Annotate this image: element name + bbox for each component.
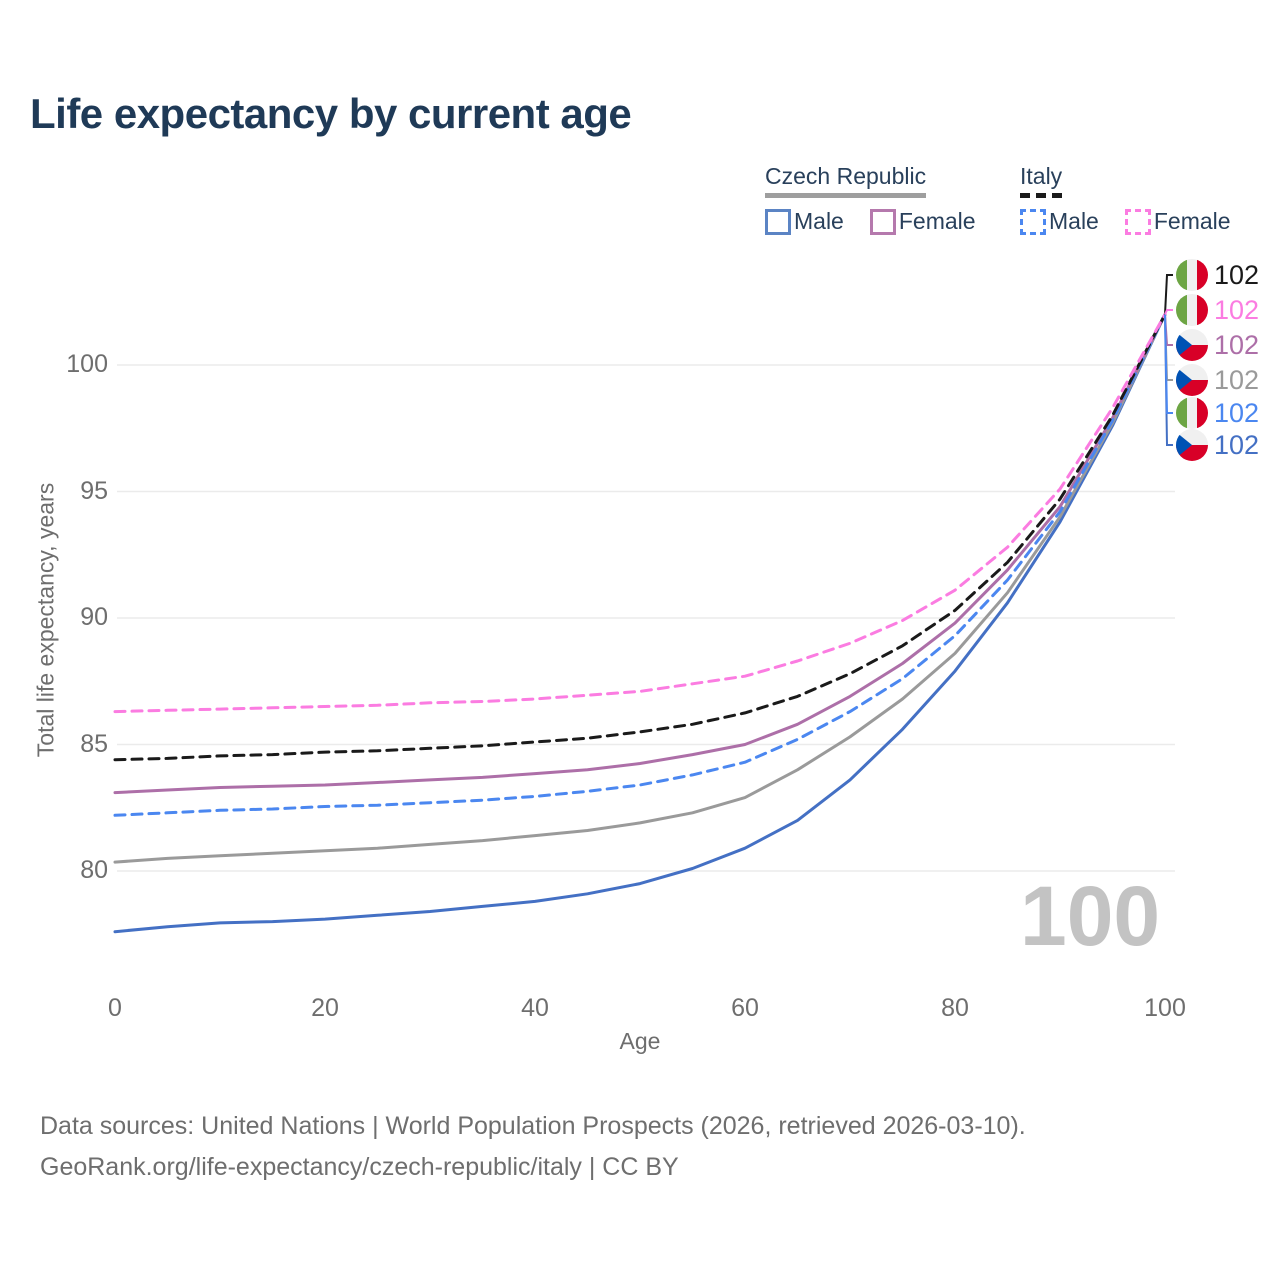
y-tick-label-100: 100 (66, 350, 108, 378)
end-label-connector (1164, 309, 1173, 315)
czech-republic-flag-icon (1176, 429, 1208, 461)
legend-swatch-czech-republic-female[interactable] (869, 208, 896, 235)
series-end-label-italy-both-sexes: 102 (1176, 259, 1259, 291)
footer: Data sources: United Nations | World Pop… (40, 1106, 1026, 1188)
x-tick-label-80: 80 (941, 994, 969, 1022)
end-label-connector (1164, 314, 1173, 414)
legend-line-style-swatch-italy (1020, 193, 1063, 198)
legend-label-italy-female[interactable]: Female (1153, 208, 1231, 234)
italy-flag-icon (1176, 294, 1208, 326)
legend-group-italy: Italy Male Female (1020, 163, 1257, 235)
end-value: 102 (1214, 329, 1260, 360)
legend-label-italy-male[interactable]: Male (1049, 208, 1099, 234)
series-line-czech-republic-male[interactable] (113, 312, 1167, 934)
footer-data-sources: Data sources: United Nations | World Pop… (40, 1112, 1026, 1140)
page-title: Life expectancy by current age (30, 90, 632, 137)
czech-republic-flag-icon (1176, 329, 1208, 361)
x-axis-title: Age (619, 1028, 661, 1054)
series-line-italy-female[interactable] (113, 312, 1167, 714)
legend-swatch-italy-female[interactable] (1124, 208, 1151, 235)
series-line-italy-male[interactable] (113, 312, 1167, 817)
x-tick-label-20: 20 (311, 994, 339, 1022)
end-label-connector (1164, 274, 1173, 315)
x-tick-label-0: 0 (108, 994, 122, 1022)
series-line-czech-republic-female[interactable] (113, 312, 1167, 795)
legend-swatch-czech-republic-male[interactable] (765, 208, 791, 235)
legend-swatch-italy-male[interactable] (1020, 208, 1046, 235)
italy-flag-icon (1176, 397, 1208, 429)
y-tick-label-80: 80 (80, 856, 108, 884)
legend-line-style-swatch-czech-republic (765, 193, 927, 198)
legend-group-title-czech-republic[interactable]: Czech Republic (765, 163, 927, 189)
italy-flag-icon (1176, 259, 1208, 291)
legend-label-czech-republic-female[interactable]: Female (898, 208, 976, 234)
hovered-age-watermark: 100 (1020, 869, 1161, 963)
y-tick-label-90: 90 (80, 603, 108, 631)
end-value: 102 (1214, 294, 1260, 325)
end-value: 102 (1214, 259, 1260, 290)
footer-source-url: GeoRank.org/life-expectancy/czech-republ… (40, 1153, 679, 1181)
legend-group-title-italy[interactable]: Italy (1020, 163, 1063, 189)
czech-republic-flag-icon (1176, 364, 1208, 396)
y-axis-title: Total life expectancy, years (32, 482, 59, 758)
series-end-label-czech-republic-female: 102 (1176, 329, 1259, 361)
legend-label-czech-republic-male[interactable]: Male (794, 208, 844, 234)
legend-group-czech-republic: Czech Republic Male Female (765, 163, 1002, 235)
series-end-label-italy-male: 102 (1176, 397, 1259, 429)
x-tick-label-60: 60 (731, 994, 759, 1022)
y-tick-label-95: 95 (80, 476, 108, 505)
x-tick-label-40: 40 (521, 994, 549, 1022)
y-tick-label-85: 85 (80, 729, 108, 758)
end-value: 102 (1214, 397, 1260, 428)
series-end-label-czech-republic-male: 102 (1176, 429, 1259, 461)
series-end-label-italy-female: 102 (1176, 294, 1259, 326)
series-line-czech-republic-both-sexes[interactable] (113, 312, 1167, 864)
series-line-italy-both-sexes[interactable] (113, 312, 1167, 762)
end-value: 102 (1214, 429, 1260, 460)
end-value: 102 (1214, 364, 1260, 395)
x-tick-label-100: 100 (1144, 994, 1186, 1022)
series-end-label-czech-republic-both-sexes: 102 (1176, 364, 1259, 396)
